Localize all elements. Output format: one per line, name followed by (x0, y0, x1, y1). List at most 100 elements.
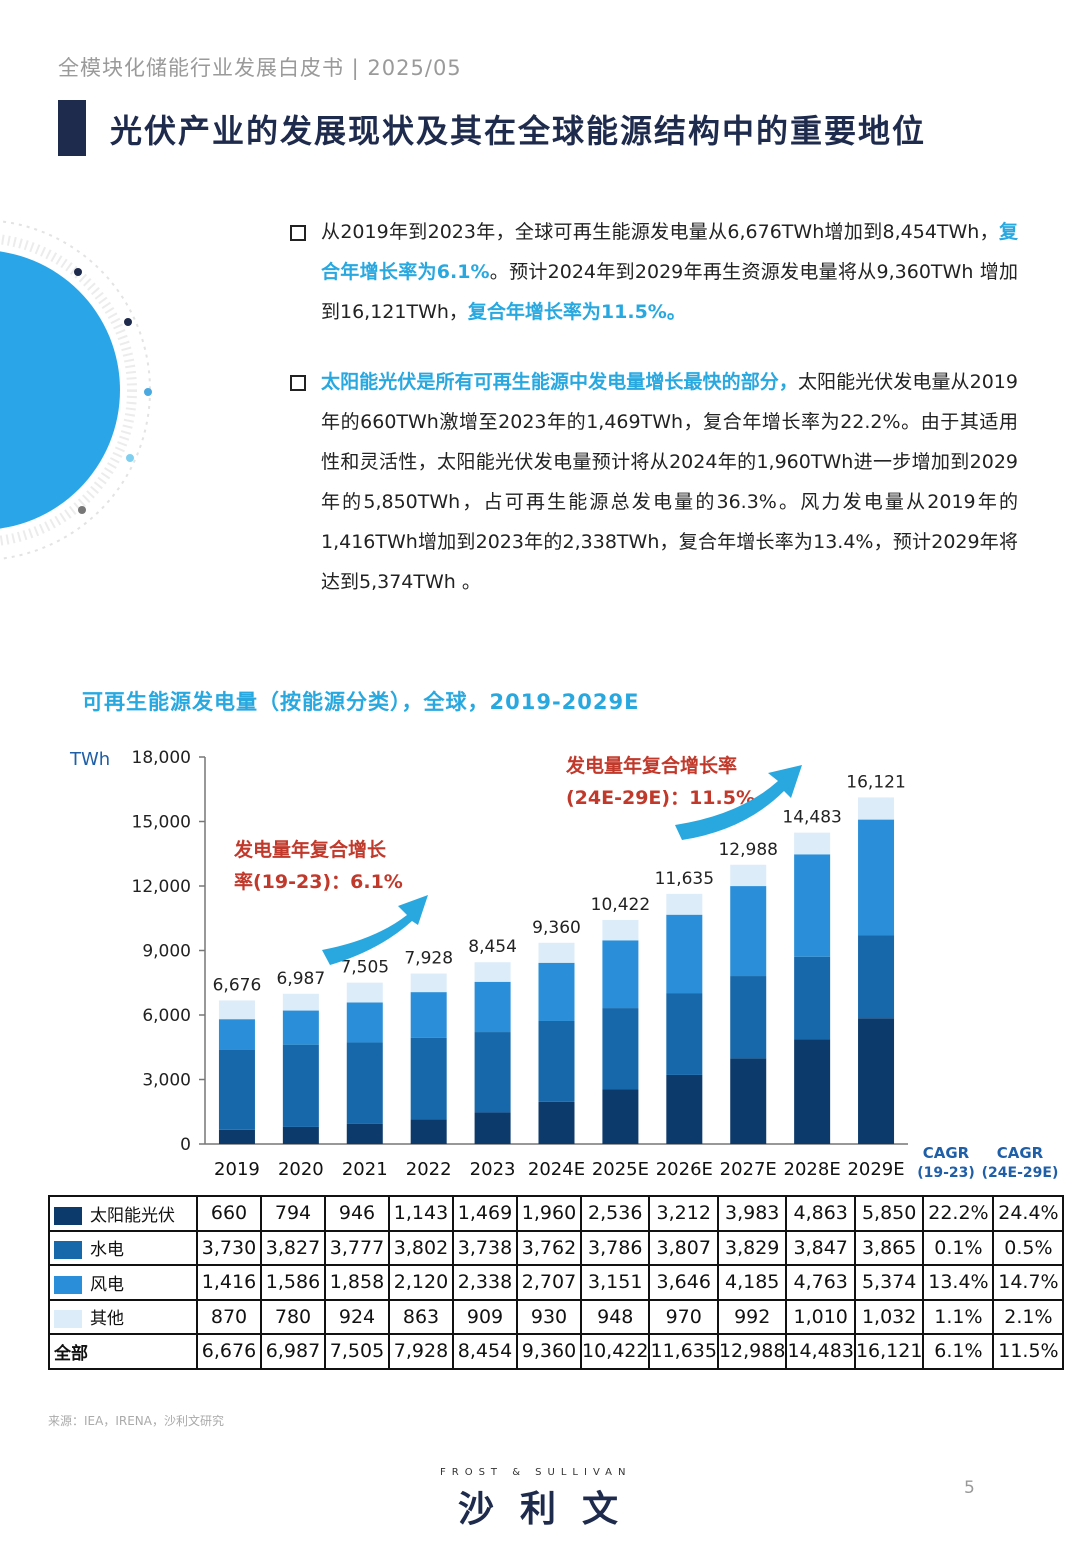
table-cell: 3,865 (853, 1229, 925, 1266)
cagr-annotation-19-23: 发电量年复合增长 (233, 838, 387, 861)
bar-segment-2027E (730, 886, 767, 977)
table-row: 太阳能光伏 660 794 946 1,143 1,469 1,960 2,536 3,212 3… (48, 1195, 1065, 1232)
table-cell: 16,121 (853, 1333, 925, 1370)
bar-total-label: 14,483 (782, 808, 841, 828)
table-cell: 7,505 (324, 1333, 390, 1370)
bar-segment-2028E (794, 854, 831, 957)
checkbox-bullet-icon (290, 375, 306, 391)
source-note: 来源：IEA，IRENA，沙利文研究 (48, 1414, 224, 1428)
table-cell: 870 (196, 1298, 262, 1335)
bar-segment-2019 (218, 1000, 255, 1020)
table-cell: 924 (324, 1298, 390, 1335)
bar-segment-2021 (346, 1123, 383, 1144)
bar-segment-2022 (410, 973, 447, 993)
bar-segment-2029E (858, 819, 895, 936)
table-cell: 780 (260, 1298, 326, 1335)
bar-segment-2020 (282, 1044, 319, 1127)
table-cell: 6,987 (260, 1333, 326, 1370)
legend-swatch (54, 1310, 82, 1329)
bullet-renewable-growth: 从2019年到2023年，全球可再生能源发电量从6,676TWh增加到8,454… (288, 212, 1018, 332)
table-cell: 1,469 (452, 1195, 518, 1232)
bar-total-label: 9,360 (532, 918, 581, 938)
x-tick-label: 2021 (342, 1159, 388, 1180)
table-cell: 3,983 (716, 1195, 788, 1232)
table-cell: 1,010 (785, 1298, 856, 1335)
bar-total-label: 16,121 (846, 772, 905, 792)
table-cell: 7,928 (388, 1333, 454, 1370)
y-axis: TWh 0 3,000 6,000 9,000 12,000 15,000 18,000 (69, 748, 908, 1155)
checkbox-bullet-icon (290, 225, 306, 241)
bar-total-label: 7,505 (340, 958, 389, 978)
row-label: 其他 (48, 1298, 198, 1335)
table-cell: 946 (324, 1195, 390, 1232)
bar-segment-2027E (730, 1058, 767, 1144)
cagr-column-header: CAGR (923, 1144, 970, 1162)
x-tick-label: 2028E (784, 1159, 841, 1180)
table-cell: 4,185 (716, 1264, 788, 1301)
cagr-annotation-24-29: 发电量年复合增长率 (565, 754, 737, 777)
table-cell: 930 (516, 1298, 582, 1335)
table-cell: 660 (196, 1195, 262, 1232)
table-cell: 3,212 (648, 1195, 719, 1232)
bar-segment-2024E (538, 1020, 575, 1102)
bar-segment-2025E (602, 1089, 639, 1144)
bullet2-highlight-1: 太阳能光伏是所有可再生能源中发电量增长最快的部分， (321, 371, 798, 393)
table-cell: 1,960 (516, 1195, 582, 1232)
cagr-column-header: CAGR (997, 1144, 1044, 1162)
row-label-text: 水电 (90, 1240, 124, 1261)
table-cell: 2,338 (452, 1264, 518, 1301)
table-cell: 11,635 (648, 1333, 719, 1370)
bar-total-labels: 6,676 6,987 7,505 7,928 8,454 9,360 10,42211,6… (213, 772, 906, 995)
bar-total-label: 10,422 (591, 895, 650, 915)
bar-segment-2020 (282, 1010, 319, 1045)
table-cell: 3,807 (648, 1229, 719, 1266)
y-tick-label: 0 (180, 1135, 191, 1155)
legend-swatch (54, 1241, 82, 1260)
cagr-column-period: (24E-29E) (982, 1165, 1059, 1181)
growth-arrow-icon (675, 765, 802, 840)
table-cell: 794 (260, 1195, 326, 1232)
cagr-annotations: 发电量年复合增长率(19-23)：6.1% 发电量年复合增长率 (24E-29E)：… (233, 754, 802, 965)
bar-segment-2021 (346, 1002, 383, 1043)
table-cell: 3,827 (260, 1229, 326, 1266)
total-row-label: 全部 (48, 1333, 198, 1370)
table-cell: 3,730 (196, 1229, 262, 1266)
table-cell: 3,802 (388, 1229, 454, 1266)
bar-segment-2022 (410, 1119, 447, 1144)
bar-total-label: 8,454 (468, 937, 517, 957)
bar-segment-2024E (538, 962, 575, 1021)
y-tick-label: 9,000 (142, 942, 191, 962)
bullet1-highlight-2: 复合年增长率为11.5%。 (467, 301, 686, 323)
bar-total-label: 7,928 (404, 949, 453, 969)
x-tick-label: 2019 (214, 1159, 260, 1180)
bar-total-label: 12,988 (718, 840, 777, 860)
renewable-generation-stacked-bar-chart: TWh 0 3,000 6,000 9,000 12,000 15,000 18,000 6,… (69, 748, 1059, 1181)
x-tick-label: 2029E (847, 1159, 904, 1180)
table-cell: 2,120 (388, 1264, 454, 1301)
bar-segment-2028E (794, 832, 831, 855)
row-label: 太阳能光伏 (48, 1195, 198, 1232)
bar-segment-2021 (346, 1042, 383, 1124)
cagr-cell: 14.7% (992, 1264, 1065, 1301)
table-cell: 992 (716, 1298, 788, 1335)
y-axis-unit-label: TWh (69, 749, 110, 770)
table-cell: 948 (579, 1298, 651, 1335)
bullet1-highlight-1: 复合年增长率为6.1% (321, 221, 1018, 283)
cagr-annotation-24-29: (24E-29E)：11.5% (566, 787, 755, 809)
title-accent-bar (58, 100, 86, 156)
bar-total-label: 6,676 (213, 975, 262, 995)
row-label: 水电 (48, 1229, 198, 1266)
cagr-cell: 1.1% (922, 1298, 995, 1335)
bar-segment-2023 (474, 981, 511, 1033)
sullivan-logo: 沙利文 (458, 1489, 645, 1530)
bar-segment-2022 (410, 1037, 447, 1120)
table-cell: 10,422 (579, 1333, 651, 1370)
bullet2-text-1: 太阳能光伏发电量从2019年的660TWh激增至2023年的1,469TWh，复… (321, 371, 1018, 593)
table-cell: 863 (388, 1298, 454, 1335)
table-cell: 3,786 (579, 1229, 651, 1266)
table-cell: 5,850 (853, 1195, 925, 1232)
bullet1-text-1: 从2019年到2023年，全球可再生能源发电量从6,676TWh增加到8,454… (321, 221, 999, 243)
y-tick-label: 18,000 (132, 748, 191, 768)
row-label-text: 风电 (90, 1274, 124, 1295)
table-cell: 5,374 (853, 1264, 925, 1301)
